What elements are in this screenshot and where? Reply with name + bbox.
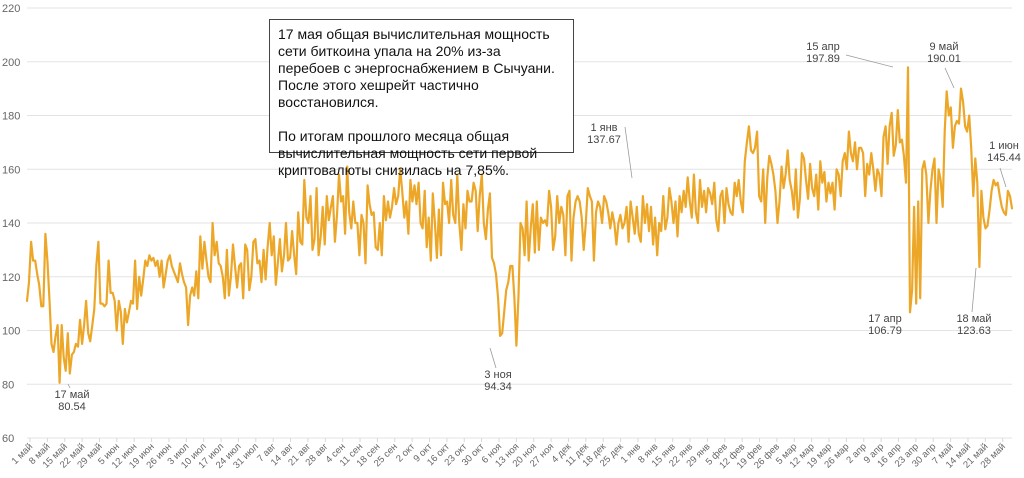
- y-tick-label: 120: [2, 272, 20, 284]
- y-tick-label: 80: [2, 379, 14, 391]
- annotation-value: 145.44: [987, 152, 1021, 164]
- note-paragraph-1: 17 мая общая вычислительная мощность сет…: [278, 26, 555, 110]
- annotation-value: 106.79: [868, 325, 902, 337]
- annotation-date: 15 апр: [806, 41, 839, 53]
- annotation-leader-line: [845, 54, 894, 68]
- y-axis-ticks: 60 80 100 120 140 160 180 200 220: [2, 3, 20, 445]
- annotation-leader-line: [971, 267, 977, 313]
- annotation-date: 3 ноя: [484, 369, 511, 381]
- annotation-value: 190.01: [927, 53, 961, 65]
- annotation-leader-line: [489, 347, 497, 369]
- y-tick-label: 100: [2, 326, 20, 338]
- annotation-date: 1 июн: [989, 140, 1019, 152]
- annotation-date: 17 май: [54, 389, 89, 401]
- y-tick-label: 180: [2, 111, 20, 123]
- annotation-leader-line: [624, 126, 633, 179]
- annotation-value: 197.89: [806, 53, 840, 65]
- annotation-leader-line: [944, 67, 955, 89]
- y-tick-label: 140: [2, 218, 20, 230]
- annotation-value: 123.63: [957, 325, 991, 337]
- annotation-leader-line: [999, 167, 1007, 188]
- annotation-note-box: 17 мая общая вычислительная мощность сет…: [269, 19, 574, 178]
- hashrate-series-line: [25, 66, 1014, 384]
- annotation-value: 80.54: [58, 401, 86, 413]
- annotation-date: 1 янв: [590, 122, 617, 134]
- note-paragraph-2: По итогам прошлого месяца общая вычислит…: [278, 128, 538, 178]
- annotation-value: 94.34: [484, 381, 512, 393]
- y-tick-label: 220: [2, 3, 20, 15]
- annotation-leader-line: [67, 383, 71, 389]
- annotation-date: 9 май: [930, 41, 959, 53]
- y-tick-label: 160: [2, 164, 20, 176]
- annotation-date: 18 май: [956, 313, 991, 325]
- y-tick-label: 200: [2, 57, 20, 69]
- annotation-date: 17 апр: [868, 313, 901, 325]
- annotation-value: 137.67: [587, 134, 621, 146]
- y-tick-label: 60: [2, 433, 14, 445]
